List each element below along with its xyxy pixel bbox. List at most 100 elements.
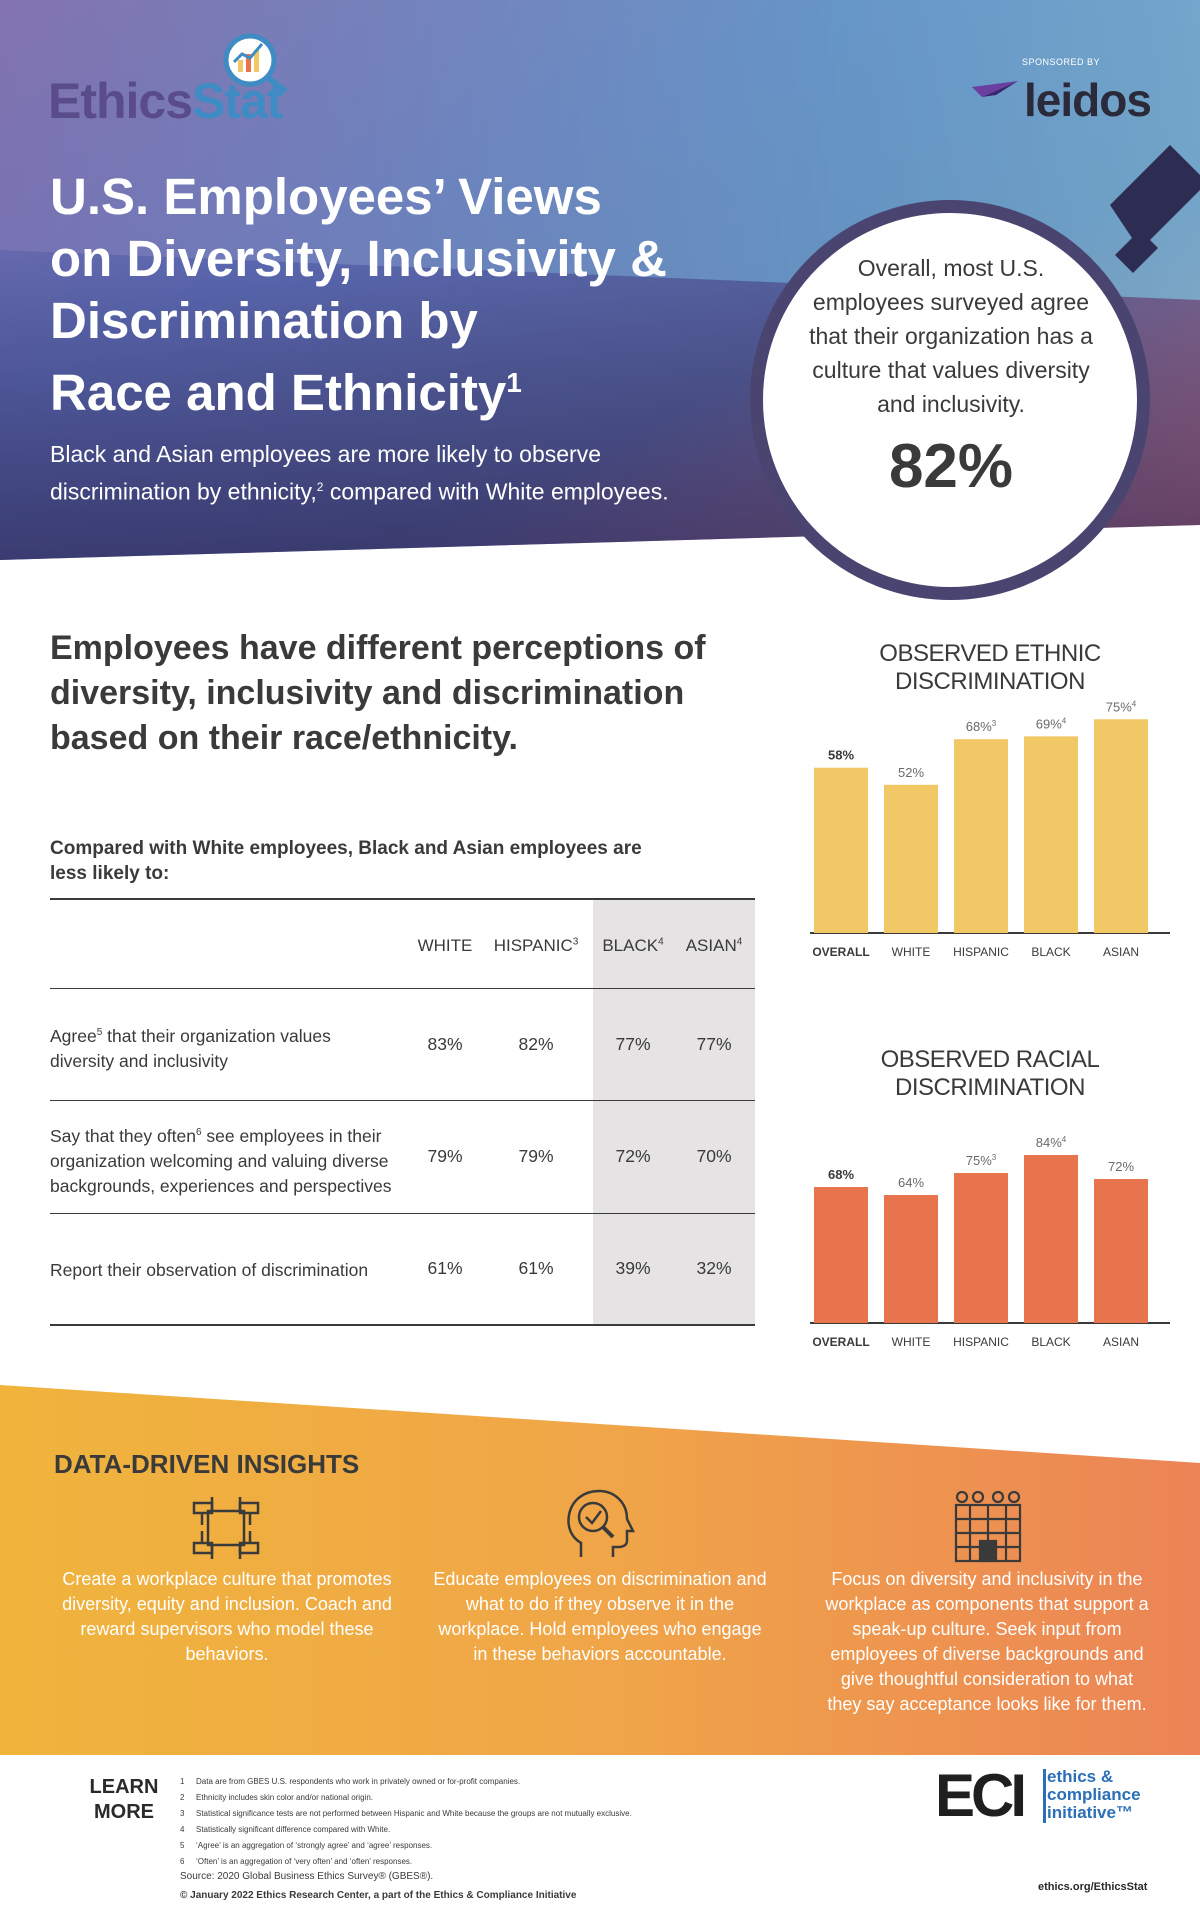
col-header-hispanic: HISPANIC3	[488, 936, 584, 956]
chart-value-sup: 4	[1132, 699, 1137, 708]
footnote-text: Data are from GBES U.S. respondents who …	[196, 1777, 521, 1786]
eci-name: ethics & compliance initiative™	[1047, 1768, 1141, 1822]
highlight-column-background	[593, 898, 755, 1326]
table-cell: 83%	[427, 1034, 463, 1054]
row-label-sup: 6	[195, 1127, 202, 1138]
table-intro: Compared with White employees, Black and…	[50, 838, 642, 884]
title-line-1: U.S. Employees’ Views	[50, 168, 602, 225]
chart-bar	[1024, 736, 1078, 933]
callout-value: 82%	[888, 432, 1014, 501]
subtitle-footnote: 2	[316, 480, 324, 494]
col-header-label: ASIAN	[685, 936, 737, 955]
eci-logo: ECI ethics & compliance initiative™	[935, 1765, 1165, 1835]
footnote: 2 Ethnicity includes skin color and/or na…	[180, 1793, 373, 1802]
eci-name-line: initiative™	[1047, 1803, 1133, 1822]
chart-category-label: WHITE	[892, 1335, 931, 1349]
chart-category-label: ASIAN	[1103, 945, 1139, 959]
table-cell: 32%	[696, 1258, 732, 1278]
chart-value-sup: 3	[992, 719, 997, 728]
comparison-table: WHITE HISPANIC3 BLACK4 ASIAN4 Agree5 tha…	[50, 898, 755, 1326]
table-rule-row1	[50, 1100, 755, 1101]
col-header-white: WHITE	[410, 936, 480, 956]
insights-background	[0, 1385, 1200, 1755]
title-line-3: Discrimination by	[50, 292, 478, 349]
chart-value-label: 68%	[828, 1167, 854, 1182]
table-cell: 39%	[615, 1258, 651, 1278]
chart-value-label: 84%4	[1036, 1135, 1067, 1150]
people-building-icon	[954, 1490, 1022, 1563]
chart-value-label: 75%4	[1106, 699, 1137, 714]
row-label-sup: 5	[96, 1027, 103, 1038]
subtitle-text-b: compared with White employees.	[323, 478, 669, 505]
row-label-text: see employees in their organization welc…	[50, 1125, 392, 1196]
chart-value-sup: 3	[992, 1153, 997, 1162]
chart-value-sup: 4	[1062, 1135, 1067, 1144]
ethnic-discrimination-chart: 58% OVERALL 52% WHITE 68%3 HISPANIC 69%4 BLACK 7…	[810, 699, 1170, 959]
row-label-text: that their organization values diversity…	[50, 1025, 331, 1071]
insights-section: DATA-DRIVEN INSIGHTS Create a workplace …	[0, 1385, 1200, 1755]
row-label-text: Agree	[50, 1025, 97, 1046]
footnote: 1 Data are from GBES U.S. respondents who…	[180, 1777, 521, 1786]
footnote-text: ‘Agree’ is an aggregation of ‘strongly a…	[196, 1841, 433, 1850]
table-rule-top	[50, 898, 755, 900]
section-heading: Employees have different perceptions of …	[50, 629, 706, 757]
chart-bar	[884, 784, 938, 933]
chart-value-label: 72%	[1108, 1159, 1134, 1174]
callout-text: Overall, most U.S. employees surveyed ag…	[809, 255, 1093, 417]
head-check-icon	[567, 1489, 636, 1557]
footnotes: 1 Data are from GBES U.S. respondents who…	[180, 1774, 740, 1870]
magnifier-chart-icon	[223, 33, 287, 92]
chart-value-label: 64%	[898, 1175, 924, 1190]
chart-bar	[884, 1195, 938, 1323]
table-cell: 72%	[615, 1146, 651, 1166]
learn-more-label: LEARN MORE	[89, 1776, 159, 1823]
sponsor-label: SPONSORED BY	[1022, 57, 1101, 67]
eci-name-line: compliance	[1047, 1785, 1141, 1804]
chart-category-label: ASIAN	[1103, 1335, 1139, 1349]
row-label-report: Report their observation of discriminati…	[50, 1258, 410, 1283]
row-label-text: Report their observation of discriminati…	[50, 1260, 369, 1280]
table-cell: 61%	[518, 1258, 554, 1278]
footnote-text: ‘Often’ is an aggregation of ‘very often…	[196, 1857, 413, 1866]
row-label-text: Say that they often	[50, 1125, 196, 1146]
table-cell: 77%	[615, 1034, 651, 1054]
chart-category-label: HISPANIC	[953, 1335, 1009, 1349]
chart-value-label: 75%3	[966, 1153, 997, 1168]
col-header-black: BLACK4	[593, 936, 673, 956]
table-cell: 70%	[696, 1146, 732, 1166]
eci-divider	[1043, 1769, 1046, 1823]
insight-text-1: Create a workplace culture that promotes…	[62, 1569, 392, 1664]
insight-text-3: Focus on diversity and inclusivity in th…	[825, 1569, 1149, 1714]
row-label-often: Say that they often6 see employees in th…	[50, 1120, 395, 1199]
copyright-line: © January 2022 Ethics Research Center, a…	[180, 1890, 577, 1901]
footnote-text: Statistical significance tests are not p…	[196, 1809, 632, 1818]
subtitle-text-a: Black and Asian employees are more likel…	[50, 441, 602, 505]
sponsor-name: leidos	[1024, 74, 1152, 126]
table-rule-bottom	[50, 1324, 755, 1326]
row-label-agree: Agree5 that their organization values di…	[50, 1020, 350, 1074]
eci-mark: ECI	[935, 1762, 1027, 1829]
chart-bar	[1094, 1179, 1148, 1323]
table-rule-row2	[50, 1213, 755, 1214]
col-header-sup: 4	[658, 936, 664, 948]
chart-category-label: BLACK	[1031, 1335, 1070, 1349]
chart-value-label: 58%	[828, 748, 854, 763]
leidos-arrow-icon	[972, 81, 1018, 97]
col-header-sup: 4	[736, 936, 743, 948]
chart-bar	[1094, 719, 1148, 933]
footer-url[interactable]: ethics.org/EthicsStat	[1038, 1881, 1148, 1893]
title-line-4: Race and Ethnicity	[50, 364, 507, 421]
page-title: U.S. Employees’ Views on Diversity, Incl…	[50, 166, 770, 424]
source-line: Source: 2020 Global Business Ethics Surv…	[180, 1871, 434, 1882]
title-footnote: 1	[506, 367, 522, 398]
ethicsstat-logo: EthicsStat	[48, 30, 308, 130]
chart-value-sup: 4	[1062, 716, 1067, 725]
table-cell: 82%	[518, 1034, 554, 1054]
chart-bar	[814, 1187, 868, 1323]
chart-title-ethnic: OBSERVED ETHNIC DISCRIMINATION	[879, 640, 1101, 695]
footnote-text: Statistically significant difference com…	[196, 1825, 391, 1834]
footnote: 4 Statistically significant difference co…	[180, 1825, 391, 1834]
chart-title-racial: OBSERVED RACIAL DISCRIMINATION	[880, 1046, 1100, 1101]
hands-circle-icon	[192, 1497, 260, 1559]
overall-callout: Overall, most U.S. employees surveyed ag…	[750, 200, 1150, 600]
